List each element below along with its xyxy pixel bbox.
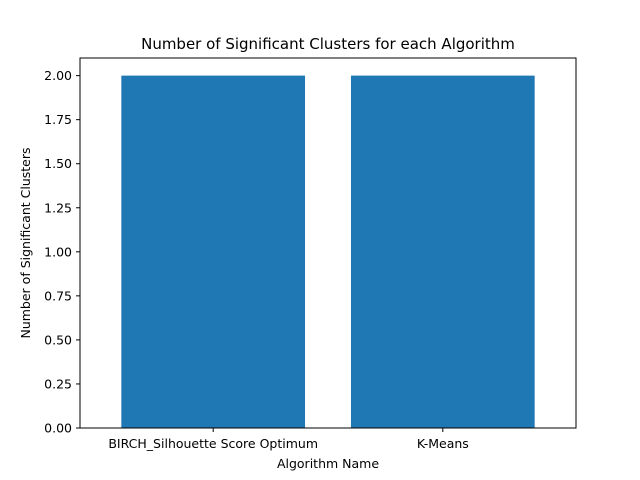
y-tick-label-1: 0.25 (44, 376, 72, 391)
x-tick-label-1: K-Means (417, 436, 469, 451)
bar-1 (350, 75, 535, 428)
y-axis-label: Number of Significant Clusters (18, 147, 33, 338)
y-axis: 0.00 0.25 0.50 0.75 1.00 1.25 1.50 1.75 2.00 (44, 68, 80, 436)
y-tick-label-7: 1.75 (44, 112, 72, 127)
chart-title: Number of Significant Clusters for each … (141, 35, 515, 53)
y-tick-label-6: 1.50 (44, 156, 72, 171)
y-tick-label-5: 1.25 (44, 200, 72, 215)
y-tick-label-3: 0.75 (44, 288, 72, 303)
y-tick-label-2: 0.50 (44, 332, 72, 347)
y-tick-label-4: 1.00 (44, 244, 72, 259)
bars-group (121, 75, 535, 428)
x-tick-label-0: BIRCH_Silhouette Score Optimum (108, 436, 318, 451)
y-tick-label-0: 0.00 (44, 421, 72, 436)
plot-frame (79, 57, 577, 429)
x-axis: BIRCH_Silhouette Score Optimum K-Means (108, 428, 469, 451)
y-tick-label-8: 2.00 (44, 68, 72, 83)
x-axis-label: Algorithm Name (277, 456, 379, 471)
bar-0 (121, 75, 306, 428)
